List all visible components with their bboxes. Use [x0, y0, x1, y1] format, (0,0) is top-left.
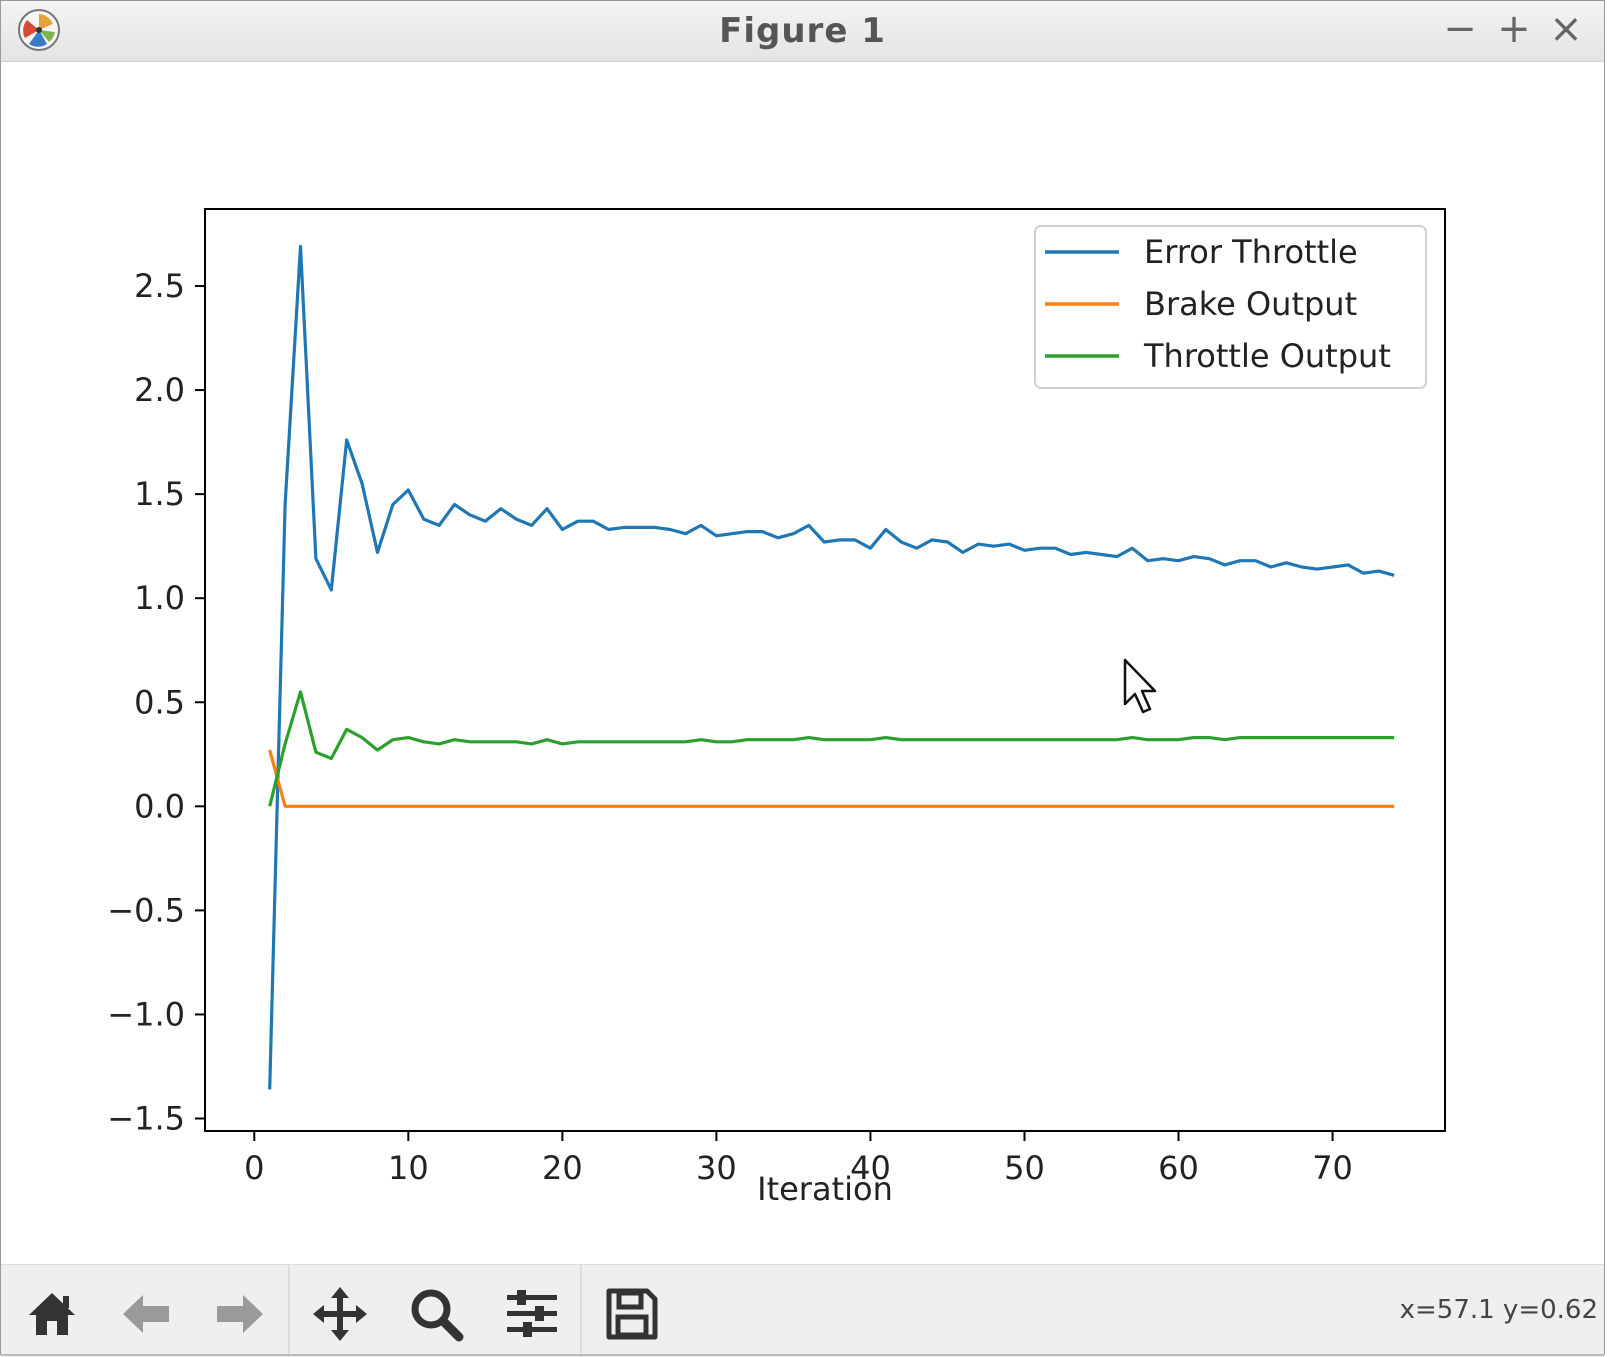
floppy-disk-icon: [606, 1288, 658, 1340]
legend-box: [1034, 225, 1427, 389]
window-bottom-edge: [1, 1354, 1604, 1356]
x-tick-label: 50: [1004, 1149, 1045, 1187]
x-tick-label: 10: [388, 1149, 429, 1187]
legend: Error Throttle Brake Output Throttle Outpu…: [1034, 225, 1427, 389]
y-tick-label: 1.0: [134, 579, 185, 617]
toolbar-separator: [580, 1265, 582, 1357]
x-tick-label: 70: [1312, 1149, 1353, 1187]
y-tick-label: 0.0: [134, 787, 185, 825]
minimize-button[interactable]: −: [1443, 6, 1477, 52]
figure-canvas[interactable]: 0 10 20 30 40 50 60 70 −1.5 −1.0 −0.5 0.0 0.5 1.0 1.5 2…: [1, 62, 1604, 1262]
x-tick-label: 40: [850, 1149, 891, 1187]
series-line: [268, 244, 1395, 1090]
line-chart: 0 10 20 30 40 50 60 70 −1.5 −1.0 −0.5 0.0 0.5 1.0 1.5 2…: [107, 208, 1446, 1208]
y-tick-label: −1.5: [107, 1100, 185, 1138]
home-button[interactable]: [21, 1283, 83, 1345]
x-axis-label: Iteration: [757, 1170, 893, 1208]
axis-ticks: 0 10 20 30 40 50 60 70 −1.5 −1.0 −0.5 0.0 0.5 1.0 1.5 2…: [107, 267, 1353, 1187]
legend-label: Brake Output: [1144, 285, 1357, 323]
maximize-button[interactable]: +: [1497, 6, 1531, 52]
y-tick-label: 1.5: [134, 475, 185, 513]
axes-frame: [204, 208, 1446, 1132]
series-line: [268, 749, 1395, 808]
y-tick-label: −1.0: [107, 995, 185, 1033]
y-tick-label: −0.5: [107, 891, 185, 929]
navigation-toolbar: x=57.1 y=0.62: [1, 1264, 1604, 1357]
back-button[interactable]: [115, 1283, 177, 1345]
legend-label: Throttle Output: [1143, 337, 1391, 375]
magnifier-icon: [411, 1289, 464, 1342]
close-button[interactable]: ×: [1549, 6, 1583, 52]
zoom-button[interactable]: [405, 1283, 467, 1345]
mouse-cursor-icon: [1123, 658, 1157, 714]
y-tick-label: 2.5: [134, 267, 185, 305]
configure-subplots-button[interactable]: [501, 1283, 563, 1345]
window-title: Figure 1: [719, 11, 886, 51]
sliders-icon: [507, 1290, 557, 1337]
move-icon: [313, 1287, 367, 1341]
matplotlib-logo-icon: [18, 9, 60, 51]
x-tick-label: 30: [696, 1149, 737, 1187]
y-tick-label: 0.5: [134, 683, 185, 721]
toolbar-separator: [288, 1265, 290, 1357]
arrow-left-icon: [123, 1295, 169, 1333]
x-tick-label: 60: [1158, 1149, 1199, 1187]
title-bar[interactable]: Figure 1 − + ×: [1, 1, 1604, 62]
home-icon: [29, 1293, 75, 1335]
save-button[interactable]: [601, 1283, 663, 1345]
x-tick-label: 20: [542, 1149, 583, 1187]
arrow-right-icon: [217, 1295, 263, 1333]
series-line: [268, 690, 1395, 807]
x-tick-label: 0: [244, 1149, 264, 1187]
pan-button[interactable]: [309, 1283, 371, 1345]
cursor-coordinates: x=57.1 y=0.62: [1399, 1295, 1598, 1325]
forward-button[interactable]: [209, 1283, 271, 1345]
legend-label: Error Throttle: [1144, 233, 1358, 271]
series-lines: [268, 244, 1395, 1090]
y-tick-label: 2.0: [134, 371, 185, 409]
